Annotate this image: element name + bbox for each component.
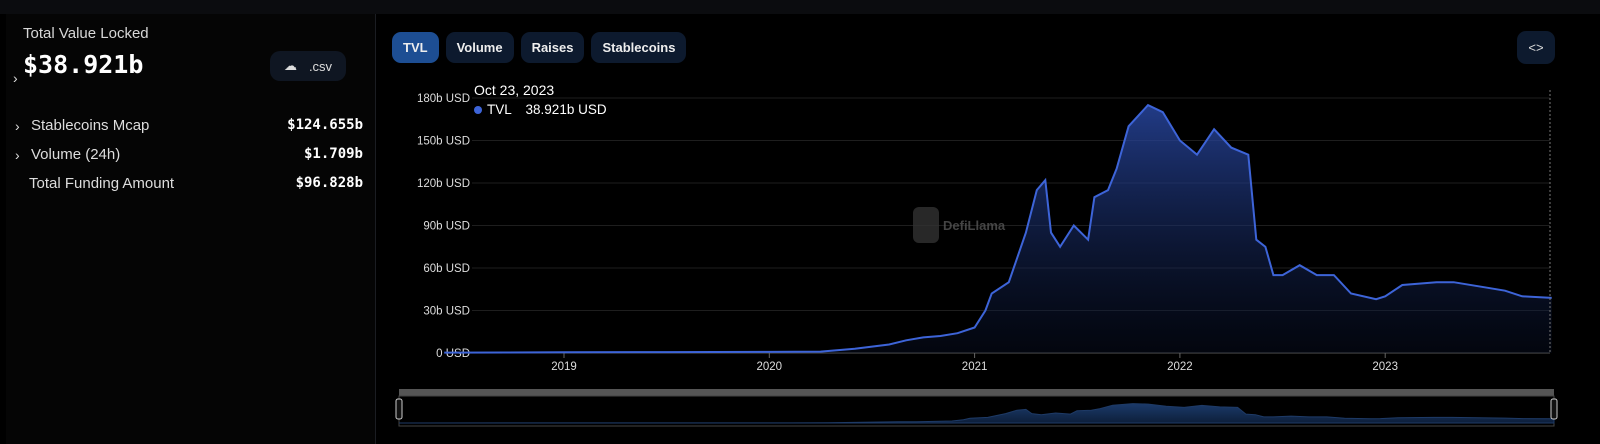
cloud-download-icon: ☁ [283,58,297,73]
summary-row-label: Volume (24h) [31,146,121,163]
y-tick-label: 30b USD [423,306,470,318]
summary-row-label: Total Funding Amount [29,175,175,192]
y-tick-label: 120b USD [417,178,470,190]
series-dot-icon [474,105,482,114]
code-icon: <> [1528,40,1544,55]
summary-row[interactable]: Stablecoins Mcap $124.655b [31,117,363,134]
x-tick-label: 2023 [1372,361,1398,373]
y-tick-label: 0 USD [436,348,470,360]
chart-tabs: TVL Volume Raises Stablecoins [392,32,687,63]
x-tick-label: 2019 [551,361,577,373]
y-tick-label: 180b USD [417,93,470,105]
zoom-preview [398,403,1555,424]
zoom-handle[interactable] [1550,398,1558,420]
tvl-line [444,103,1552,354]
summary-row: Total Funding Amount $96.828b [29,175,363,192]
tooltip-row: TVL 38.921b USD [474,102,607,117]
y-tick-label: 60b USD [423,263,470,275]
summary-row-value: $124.655b [287,117,363,133]
tab-raises[interactable]: Raises [520,32,585,63]
tab-tvl[interactable]: TVL [392,32,439,63]
csv-label: .csv [308,58,333,74]
chevron-right-icon[interactable]: › [13,70,18,86]
y-tick-label: 90b USD [423,221,470,233]
chevron-right-icon[interactable]: › [15,147,20,163]
watermark: DefiLlama [913,207,1005,243]
download-csv-button[interactable]: ☁ .csv [270,51,346,81]
tvl-label: Total Value Locked [23,25,149,42]
x-tick-label: 2020 [757,361,783,373]
chevron-right-icon[interactable]: › [15,118,20,134]
summary-row[interactable]: Volume (24h) $1.709b [31,146,363,163]
x-tick-label: 2022 [1167,361,1193,373]
tab-volume[interactable]: Volume [445,32,514,63]
defillama-logo [913,207,939,243]
y-tick-label: 150b USD [417,136,470,148]
tvl-value: $38.921b [23,50,144,79]
embed-button[interactable]: <> [1517,31,1555,64]
x-tick-label: 2021 [962,361,988,373]
tooltip-date: Oct 23, 2023 [474,82,555,98]
summary-panel [6,14,376,444]
summary-row-value: $1.709b [303,146,363,162]
zoom-handle[interactable] [395,398,403,420]
top-bar [0,0,1600,14]
summary-row-label: Stablecoins Mcap [31,117,150,134]
tab-stablecoins[interactable]: Stablecoins [591,32,687,63]
tvl-area [444,105,1552,353]
summary-row-value: $96.828b [295,175,363,191]
zoom-scrollbar[interactable] [399,389,1554,396]
